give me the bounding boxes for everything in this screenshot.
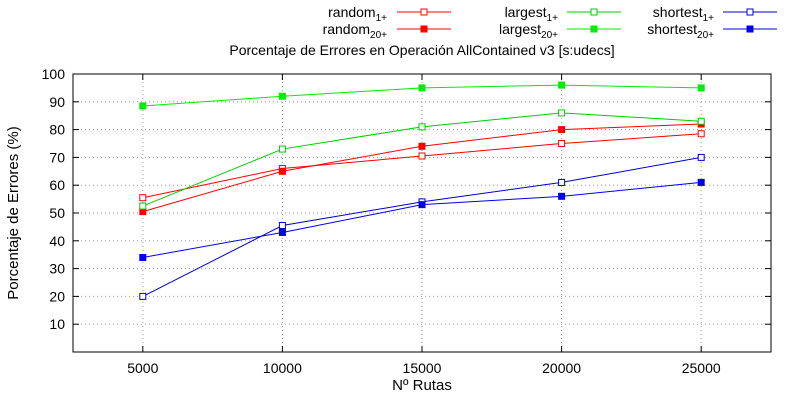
data-point	[558, 178, 566, 186]
legend-label-text: shortest	[653, 4, 703, 20]
legend-label: largest20+	[499, 21, 558, 41]
data-point	[139, 202, 147, 210]
data-point	[697, 130, 705, 138]
y-tick-label: 70	[49, 149, 65, 165]
legend-label-text: largest	[505, 4, 547, 20]
data-point	[558, 81, 566, 89]
series-shortest-20plus	[139, 178, 705, 261]
legend-marker	[590, 8, 598, 16]
x-tick-label: 25000	[682, 360, 721, 376]
y-tick-label: 40	[49, 233, 65, 249]
legend-item: random20+	[323, 21, 451, 41]
y-tick-label: 80	[49, 122, 65, 138]
data-point	[697, 153, 705, 161]
y-tick-label: 20	[49, 288, 65, 304]
y-tick-label: 50	[49, 205, 65, 221]
chart-title: Porcentaje de Errores en Operación AllCo…	[229, 42, 614, 58]
data-point	[139, 102, 147, 110]
data-point	[697, 117, 705, 125]
legend-label-text: largest	[499, 21, 541, 37]
y-tick-label: 90	[49, 94, 65, 110]
legend-label: shortest1+	[653, 4, 714, 24]
data-point	[139, 208, 147, 216]
y-tick-label: 10	[49, 316, 65, 332]
series-layer	[139, 81, 705, 300]
data-point	[278, 92, 286, 100]
legend-label-subscript: 20+	[697, 30, 714, 41]
legend-marker	[420, 8, 428, 16]
data-point	[418, 152, 426, 160]
data-point	[558, 192, 566, 200]
y-axis-label: Porcentaje de Errores (%)	[5, 126, 22, 299]
legend-label-subscript: 1+	[376, 13, 388, 24]
legend: random1+random20+largest1+largest20+shor…	[323, 4, 777, 41]
legend-label: shortest20+	[647, 21, 714, 41]
legend-label-text: random	[323, 21, 370, 37]
data-point	[697, 178, 705, 186]
x-tick-label: 10000	[263, 360, 302, 376]
grid-layer	[73, 74, 771, 352]
legend-label-subscript: 1+	[703, 13, 715, 24]
legend-marker	[420, 25, 428, 33]
data-point	[418, 142, 426, 150]
legend-marker	[746, 8, 754, 16]
legend-label-subscript: 20+	[370, 30, 387, 41]
y-tick-label: 100	[42, 66, 66, 82]
x-axis-label: Nº Rutas	[392, 377, 452, 394]
y-tick-label: 60	[49, 177, 65, 193]
x-tick-label: 20000	[542, 360, 581, 376]
legend-item: shortest1+	[653, 4, 777, 24]
legend-item: largest1+	[505, 4, 621, 24]
legend-label-text: shortest	[647, 21, 697, 37]
legend-item: largest20+	[499, 21, 621, 41]
data-point	[278, 222, 286, 230]
data-point	[139, 292, 147, 300]
legend-label: random1+	[328, 4, 387, 24]
legend-label: largest1+	[505, 4, 559, 24]
data-point	[278, 145, 286, 153]
data-point	[558, 126, 566, 134]
data-point	[697, 84, 705, 92]
legend-item: random1+	[328, 4, 451, 24]
y-tick-label: 30	[49, 261, 65, 277]
data-point	[278, 228, 286, 236]
legend-label-text: random	[328, 4, 375, 20]
data-point	[139, 253, 147, 261]
legend-item: shortest20+	[647, 21, 777, 41]
data-point	[418, 84, 426, 92]
legend-label-subscript: 20+	[541, 30, 558, 41]
data-point	[558, 140, 566, 147]
legend-label: random20+	[323, 21, 388, 41]
data-point	[139, 194, 147, 202]
data-point	[558, 109, 566, 117]
series-largest-1plus	[139, 109, 705, 210]
legend-label-subscript: 1+	[547, 13, 559, 24]
series-largest-20plus	[139, 81, 705, 110]
ticks-layer: 10 20 30 40 50 60 70 80 90 100 5000 10000 15000 20000…	[42, 66, 771, 376]
legend-marker	[590, 25, 598, 33]
data-point	[278, 167, 286, 175]
data-point	[418, 123, 426, 131]
x-tick-label: 5000	[127, 360, 158, 376]
data-point	[418, 201, 426, 209]
legend-marker	[746, 25, 754, 33]
x-tick-label: 15000	[403, 360, 442, 376]
